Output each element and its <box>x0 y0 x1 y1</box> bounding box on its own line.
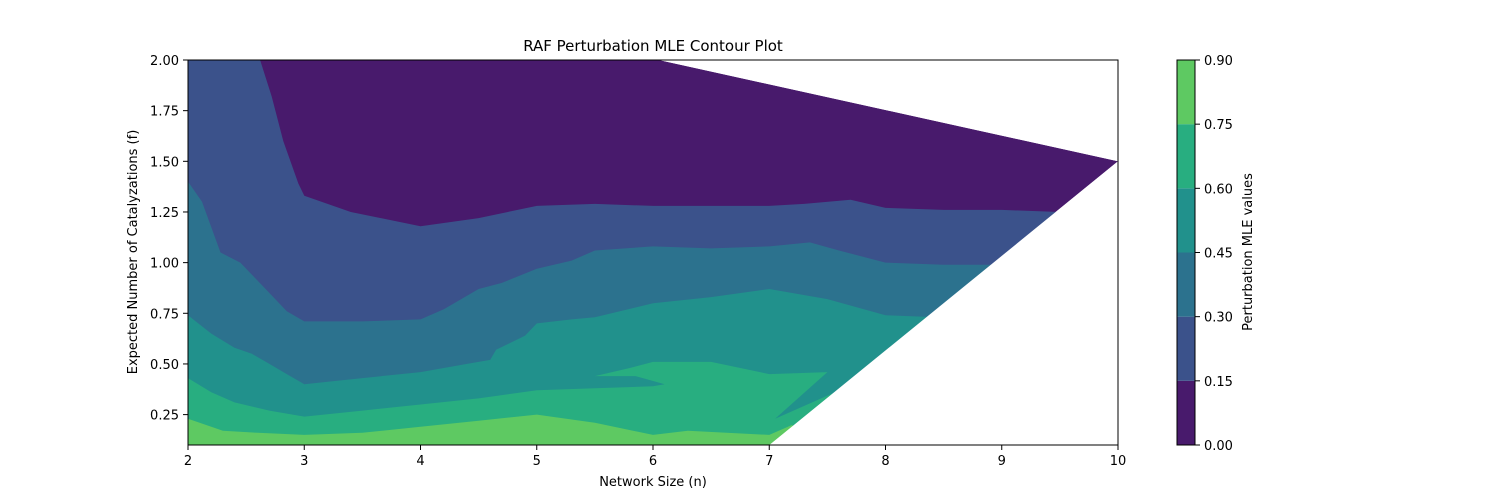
y-axis: 0.25 0.50 0.75 1.00 1.25 1.50 1.75 2.00 <box>150 54 188 424</box>
colorbar-tick-label: 0.60 <box>1204 182 1233 197</box>
x-axis: 2 3 4 5 6 7 8 9 10 <box>184 445 1126 469</box>
x-tick-label: 6 <box>649 454 657 469</box>
colorbar-tick-label: 0.90 <box>1204 54 1233 69</box>
chart-title: RAF Perturbation MLE Contour Plot <box>523 37 783 55</box>
x-tick-label: 5 <box>533 454 541 469</box>
colorbar-segment <box>1177 316 1195 381</box>
colorbar-segment <box>1177 188 1195 253</box>
y-tick-label: 1.75 <box>150 105 179 120</box>
x-tick-label: 2 <box>184 454 192 469</box>
contour-band-5 <box>188 414 793 445</box>
x-axis-label: Network Size (n) <box>599 475 707 490</box>
colorbar-tick-label: 0.15 <box>1204 375 1233 390</box>
colorbar-tick-label: 0.00 <box>1204 439 1233 454</box>
colorbar-label: Perturbation MLE values <box>1241 173 1256 331</box>
contour-band-4 <box>188 361 886 445</box>
x-tick-label: 9 <box>998 454 1006 469</box>
colorbar-tick-label: 0.75 <box>1204 118 1233 133</box>
colorbar-segment <box>1177 124 1195 189</box>
y-tick-label: 0.75 <box>150 307 179 322</box>
x-tick-label: 10 <box>1110 454 1127 469</box>
y-axis-label: Expected Number of Catalyzations (f) <box>126 130 141 375</box>
x-tick-label: 8 <box>881 454 889 469</box>
y-tick-label: 1.50 <box>150 155 179 170</box>
y-tick-label: 0.50 <box>150 358 179 373</box>
x-tick-label: 4 <box>416 454 424 469</box>
colorbar-frame <box>1176 59 1196 446</box>
colorbar-segment <box>1177 252 1195 317</box>
y-tick-label: 1.25 <box>150 206 179 221</box>
colorbar-segment <box>1177 60 1195 125</box>
y-tick-label: 2.00 <box>150 54 179 69</box>
y-tick-label: 1.00 <box>150 257 179 272</box>
colorbar: 0.00 0.15 0.30 0.45 0.60 0.75 0.90 <box>1177 54 1233 454</box>
y-tick-label: 0.25 <box>150 409 179 424</box>
colorbar-tick-label: 0.30 <box>1204 311 1233 326</box>
x-tick-label: 3 <box>300 454 308 469</box>
empty-region-bottom <box>769 161 1118 445</box>
colorbar-tick-label: 0.45 <box>1204 247 1233 262</box>
colorbar-segment <box>1177 380 1195 445</box>
x-tick-label: 7 <box>765 454 773 469</box>
plot-area <box>188 60 1118 445</box>
empty-region-top <box>658 60 1118 162</box>
